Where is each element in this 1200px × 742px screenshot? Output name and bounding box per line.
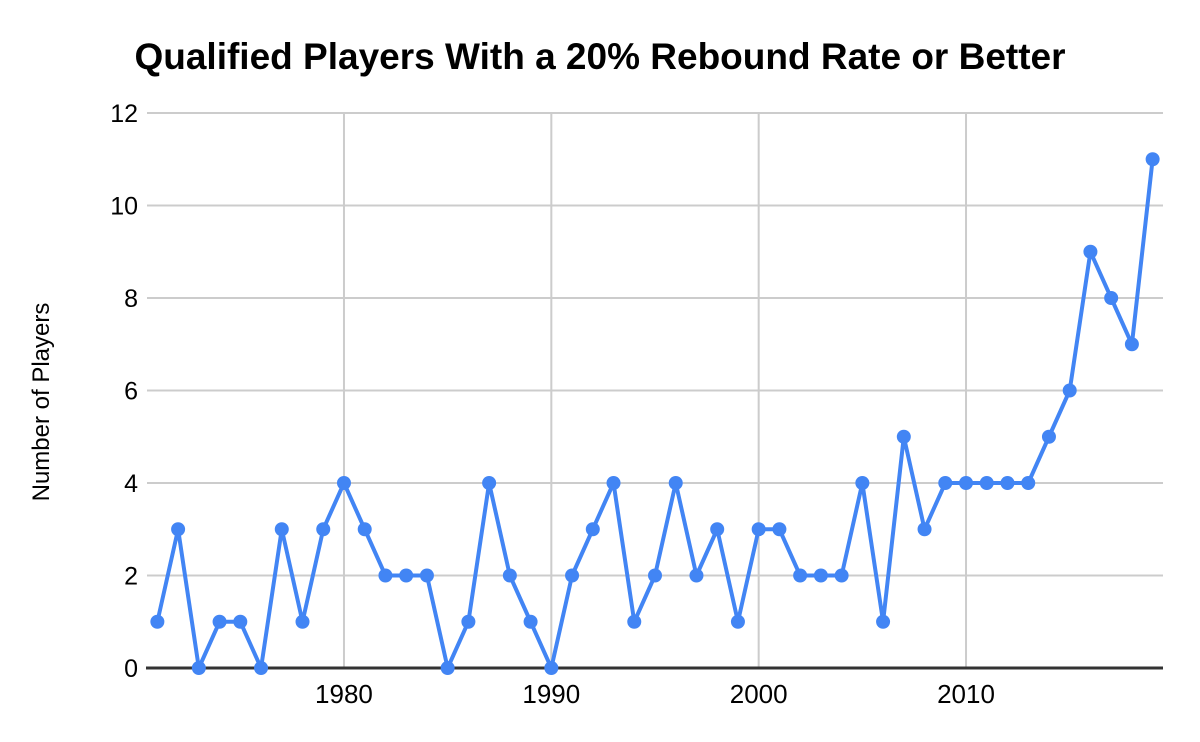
x-tick-label: 2010 — [937, 679, 995, 709]
data-point — [585, 522, 600, 537]
data-point — [274, 522, 289, 537]
data-point — [502, 568, 517, 583]
data-point — [191, 661, 206, 675]
data-point — [1083, 244, 1098, 259]
y-tick-label: 10 — [110, 192, 138, 220]
x-tick-label: 1980 — [315, 679, 373, 709]
y-tick-label: 0 — [124, 655, 138, 683]
data-point — [565, 568, 580, 583]
data-point — [710, 522, 725, 537]
data-point — [1124, 337, 1139, 352]
y-tick-label: 8 — [124, 285, 138, 313]
data-point — [689, 568, 704, 583]
data-point — [295, 614, 310, 629]
data-point — [730, 614, 745, 629]
data-point — [254, 661, 269, 675]
y-tick-label: 12 — [110, 100, 138, 128]
y-tick-label: 4 — [124, 470, 138, 498]
data-point — [896, 429, 911, 444]
data-point — [212, 614, 227, 629]
data-point — [482, 476, 497, 490]
data-point — [855, 476, 870, 490]
data-point — [233, 614, 248, 629]
data-point — [461, 614, 476, 629]
data-point — [419, 568, 434, 583]
data-point — [648, 568, 662, 583]
data-point — [399, 568, 414, 583]
data-point — [876, 614, 891, 629]
data-point — [917, 522, 932, 537]
data-point — [834, 568, 849, 583]
data-point — [1104, 291, 1119, 305]
data-point — [793, 568, 808, 583]
data-point — [668, 476, 683, 490]
y-tick-label: 6 — [124, 377, 138, 405]
data-point — [813, 568, 828, 583]
data-point — [150, 614, 165, 629]
data-point — [959, 476, 974, 490]
data-point — [440, 661, 455, 675]
data-point — [336, 476, 351, 490]
data-point — [979, 476, 994, 490]
data-point — [523, 614, 538, 629]
chart-title: Qualified Players With a 20% Rebound Rat… — [134, 36, 1066, 77]
data-point — [938, 476, 953, 490]
data-point — [1041, 429, 1056, 444]
data-point — [1062, 383, 1077, 398]
data-point — [606, 476, 621, 490]
data-point — [1000, 476, 1015, 490]
series-line — [155, 157, 1155, 670]
data-point — [171, 522, 186, 537]
data-point — [544, 661, 559, 675]
data-point — [357, 522, 372, 537]
data-point — [378, 568, 393, 583]
data-point — [751, 522, 766, 537]
x-tick-label: 2000 — [730, 679, 788, 709]
y-tick-label: 2 — [124, 562, 138, 590]
data-point — [772, 522, 787, 537]
data-point — [1145, 152, 1160, 167]
data-point — [627, 614, 642, 629]
data-point — [316, 522, 331, 537]
x-tick-label: 1990 — [522, 679, 580, 709]
data-point — [1021, 476, 1036, 490]
